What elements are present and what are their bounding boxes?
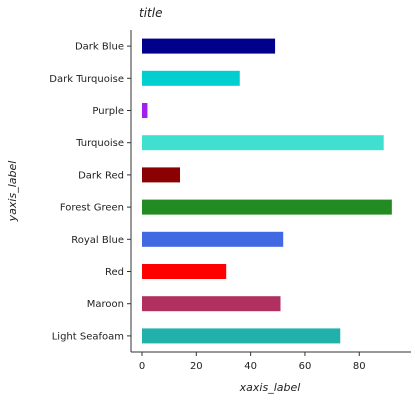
x-tick-label: 60 (299, 361, 312, 372)
x-tick-label: 20 (190, 361, 203, 372)
bar-royal-blue (142, 231, 284, 247)
y-tick-label: Forest Green (60, 203, 124, 214)
x-tick-label: 40 (244, 361, 257, 372)
y-tick-label: Dark Turquoise (49, 74, 124, 85)
x-axis-label: xaxis_label (239, 381, 301, 394)
y-tick-label: Dark Red (78, 170, 124, 181)
bar-dark-turquoise (142, 70, 240, 86)
y-axis-label: yaxis_label (6, 161, 19, 223)
bar-forest-green (142, 199, 392, 215)
y-tick-label: Dark Blue (75, 42, 124, 53)
bar-dark-red (142, 167, 181, 183)
y-tick-label: Royal Blue (71, 235, 124, 246)
y-axis-ticks: Light Seafoam Maroon Red Royal Blue Forest G… (49, 42, 131, 342)
x-tick-label: 0 (139, 361, 145, 372)
bars (142, 38, 392, 344)
x-tick-label: 80 (353, 361, 366, 372)
bar-red (142, 264, 227, 279)
bar-light-seafoam (142, 328, 341, 344)
bar-dark-blue (142, 38, 276, 54)
chart-title: title (139, 6, 162, 20)
bar-purple (142, 103, 148, 118)
y-tick-label: Light Seafoam (52, 331, 124, 342)
bar-maroon (142, 296, 281, 312)
y-tick-label: Red (105, 267, 124, 278)
y-tick-label: Turquoise (75, 138, 124, 149)
x-axis-ticks: 0 20 40 60 80 (139, 352, 366, 372)
y-tick-label: Maroon (87, 299, 124, 310)
y-tick-label: Purple (92, 106, 124, 117)
bar-turquoise (142, 135, 384, 151)
